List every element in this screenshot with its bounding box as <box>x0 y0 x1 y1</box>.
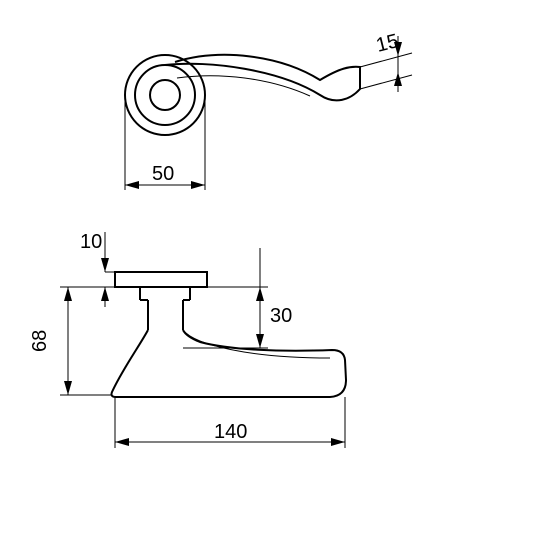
technical-drawing: 50 15 10 <box>0 0 551 551</box>
top-view: 50 15 <box>125 30 412 190</box>
dim-10: 10 <box>80 231 102 253</box>
dim-30: 30 <box>270 305 292 327</box>
dim-15: 15 <box>374 30 401 57</box>
dim-140: 140 <box>214 421 247 443</box>
dim-68: 68 <box>29 330 51 352</box>
side-view: 10 68 30 140 <box>29 231 346 448</box>
dim-50: 50 <box>152 163 174 185</box>
